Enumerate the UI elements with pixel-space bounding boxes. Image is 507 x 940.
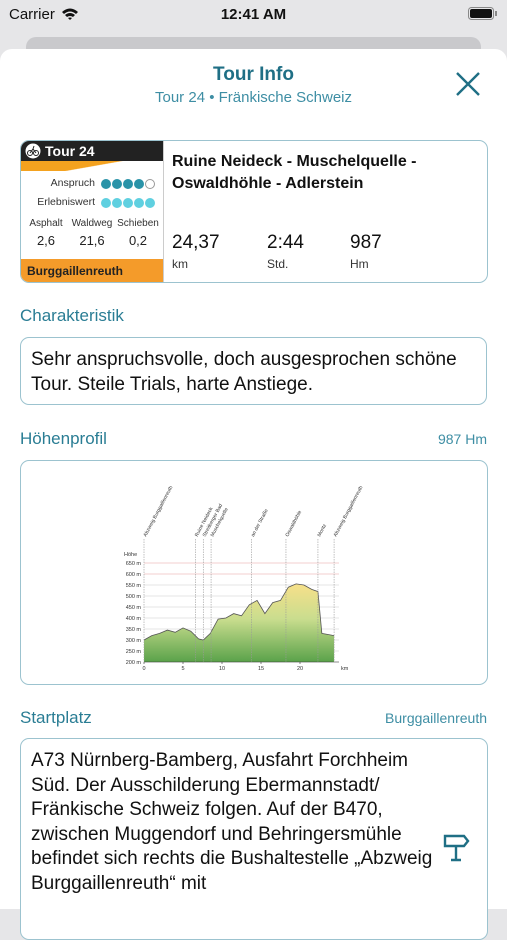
y-tick-label: 450 m xyxy=(126,605,142,611)
tour-badge: Tour 24 xyxy=(45,143,95,159)
wifi-icon xyxy=(62,8,78,20)
status-bar: Carrier 12:41 AM xyxy=(0,0,507,38)
surface-label: Schieben xyxy=(117,218,159,229)
section-aside: 987 Hm xyxy=(437,431,487,447)
profile-box: 200 m 250 m 300 m 350 m 400 m 450 m 500 m 550 m… xyxy=(20,460,488,685)
x-tick-label: 15 xyxy=(258,666,264,672)
elevation-chart: 200 m 250 m 300 m 350 m 400 m 450 m 500 m 550 m… xyxy=(124,485,365,672)
section-aside: Burggaillenreuth xyxy=(385,710,487,726)
region: Burggaillenreuth xyxy=(27,264,124,278)
y-tick-label: 200 m xyxy=(126,660,142,666)
x-tick-label: 20 xyxy=(297,666,303,672)
waypoint-label: Abzweig Burggaillenreuth xyxy=(333,485,365,538)
x-tick-label: 10 xyxy=(219,666,225,672)
waypoint-label: Oswaldhöhle xyxy=(284,509,303,538)
rating-dot xyxy=(112,179,122,189)
rating-dot xyxy=(101,179,111,189)
rating-dot xyxy=(134,179,144,189)
waypoint-label: Moritz xyxy=(316,523,328,538)
stat-value: 24,37 xyxy=(172,232,220,253)
waypoint-label: Abzweig Burggaillenreuth xyxy=(142,485,174,538)
x-tick-label: 5 xyxy=(181,666,184,672)
rating-dot xyxy=(123,179,133,189)
x-unit: km xyxy=(341,666,349,672)
carrier: Carrier xyxy=(9,6,55,23)
y-tick-label: 500 m xyxy=(126,594,142,600)
elevation-area xyxy=(144,583,335,662)
rating-dot xyxy=(134,198,144,208)
y-tick-label: 400 m xyxy=(126,616,142,622)
bike-icon xyxy=(25,143,41,159)
rating-label: Erlebniswert xyxy=(37,196,95,208)
region-band: Burggaillenreuth xyxy=(21,259,163,282)
battery-icon xyxy=(468,7,497,20)
y-tick-label: 350 m xyxy=(126,627,142,633)
tour-card: Tour 24 Anspruch Erlebniswert Asphalt 2,6 W… xyxy=(20,140,488,283)
stat-unit: Std. xyxy=(267,257,289,271)
time: 12:41 AM xyxy=(220,6,287,23)
subtitle: Tour 24 • Fränkische Schweiz xyxy=(155,89,352,106)
stat-unit: Hm xyxy=(350,257,369,271)
y-tick-label: 600 m xyxy=(126,572,142,578)
start-text: A73 Nürnberg-Bamberg, Ausfahrt Forchheim… xyxy=(31,750,433,894)
y-axis-label: Höhe xyxy=(124,552,137,558)
tour-name: Ruine Neideck - Muschelquelle - Oswaldhö… xyxy=(172,153,417,192)
surface-label: Waldweg xyxy=(71,218,113,229)
x-tick-label: 0 xyxy=(142,666,145,672)
stat-value: 987 xyxy=(350,232,382,253)
y-tick-label: 300 m xyxy=(126,638,142,644)
rating-dot xyxy=(145,179,155,189)
surface-value: 0,2 xyxy=(128,233,148,248)
y-tick-label: 650 m xyxy=(126,561,142,567)
y-tick-label: 550 m xyxy=(126,583,142,589)
rating-dot xyxy=(112,198,122,208)
elevation-line xyxy=(143,583,335,641)
tour-tile: Tour 24 Anspruch Erlebniswert Asphalt 2,6 W… xyxy=(21,141,164,282)
stat-value: 2:44 xyxy=(267,232,304,253)
start-box: A73 Nürnberg-Bamberg, Ausfahrt Forchheim… xyxy=(20,738,488,940)
rating-dot xyxy=(123,198,133,208)
surface-value: 2,6 xyxy=(36,233,56,248)
section-title: Charakteristik xyxy=(20,306,124,325)
section-title: Startplatz xyxy=(20,708,92,727)
signpost-icon[interactable] xyxy=(442,832,470,862)
rating-dot xyxy=(101,198,111,208)
surface-label: Asphalt xyxy=(29,218,63,229)
characteristic-text: Sehr anspruchsvolle, doch ausgesprochen … xyxy=(31,349,457,395)
surface-value: 21,6 xyxy=(79,233,105,248)
waypoint-label: an der Straße xyxy=(250,508,270,538)
tile-stripe xyxy=(21,161,163,171)
rating-label: Anspruch xyxy=(50,177,95,189)
characteristic-box: Sehr anspruchsvolle, doch ausgesprochen … xyxy=(20,337,487,405)
tile-header xyxy=(21,141,163,161)
stat-unit: km xyxy=(172,257,188,271)
close-button[interactable] xyxy=(455,71,481,97)
title: Tour Info xyxy=(213,64,294,85)
y-tick-label: 250 m xyxy=(126,649,142,655)
rating-dot xyxy=(145,198,155,208)
section-title: Höhenprofil xyxy=(20,429,107,448)
